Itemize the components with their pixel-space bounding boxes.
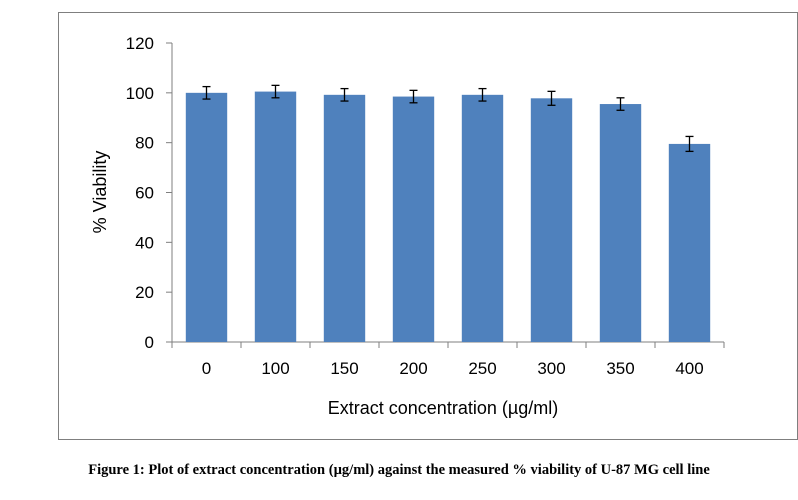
x-tick-label: 250: [468, 359, 496, 378]
bar: [668, 143, 711, 342]
bar: [254, 91, 297, 343]
y-axis-title: % Viability: [90, 151, 110, 234]
bar: [392, 96, 435, 342]
x-tick-label: 200: [399, 359, 427, 378]
y-tick-label: 20: [135, 283, 154, 302]
bar: [461, 94, 504, 343]
y-tick-label: 40: [135, 233, 154, 252]
y-tick-label: 100: [126, 84, 154, 103]
bar: [323, 94, 366, 343]
plot-area: 0 20 40 60 80 100 120 0 100 150 200 250 300 350 400: [126, 34, 725, 378]
bar-chart: 0 20 40 60 80 100 120 0 100 150 200 250 300 350 400 Ex…: [90, 34, 725, 418]
x-tick-label: 300: [537, 359, 565, 378]
x-tick-label: 100: [261, 359, 289, 378]
bar: [530, 98, 573, 342]
x-tick-label: 150: [330, 359, 358, 378]
y-tick-label: 0: [145, 333, 154, 352]
x-tick-label: 0: [202, 359, 211, 378]
x-axis-title: Extract concentration (µg/ml): [328, 398, 558, 418]
y-tick-label: 80: [135, 134, 154, 153]
y-tick-label: 120: [126, 34, 154, 53]
figure-caption: Figure 1: Plot of extract concentration …: [88, 462, 710, 478]
x-tick-label: 400: [675, 359, 703, 378]
x-tick-label: 350: [606, 359, 634, 378]
y-tick-label: 60: [135, 184, 154, 203]
bar: [185, 92, 228, 342]
bar: [599, 104, 642, 342]
